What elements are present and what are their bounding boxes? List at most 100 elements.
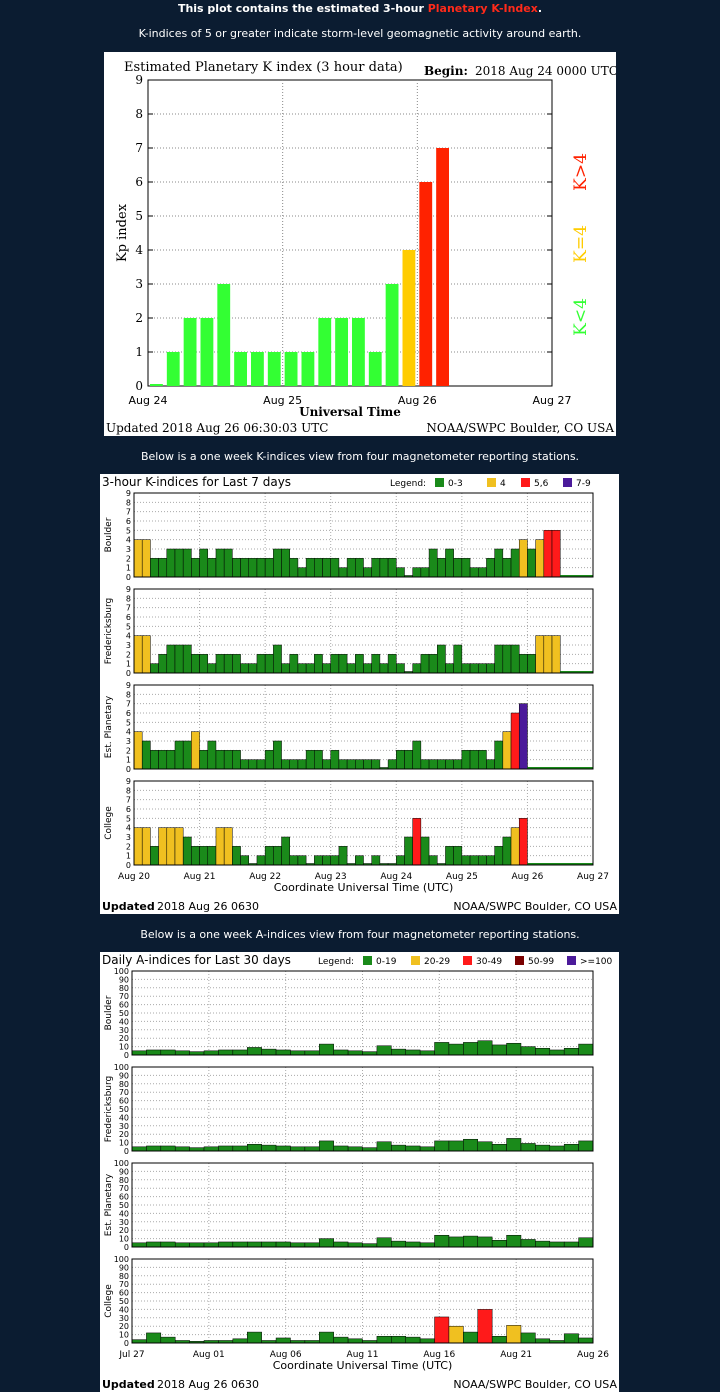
station-bar [371,558,381,578]
y-tick-label: 3 [126,641,131,650]
station-bar [494,740,504,770]
kweek-chart-panel: 3-hour K-indices for Last 7 days Legend: 0… [100,474,619,914]
station-bar [322,558,331,578]
station-bar [404,750,413,770]
station-bar [133,635,143,674]
station-bar [290,1242,306,1248]
y-tick-label: 8 [126,690,131,699]
station-bar [469,663,479,674]
station-bar [428,654,438,674]
begin-label: Begin: [424,64,468,78]
y-tick-label: 6 [126,709,131,718]
station-bar [486,759,495,770]
kp-bar [284,352,298,386]
updated-value: 2018 Aug 26 0630 [157,1378,259,1391]
station-bar [333,1145,349,1152]
station-bar [563,1241,579,1248]
station-bar [396,663,405,674]
station-bar [189,1242,205,1248]
station-bar [420,759,430,770]
station-bar [379,663,389,674]
station-bar [166,827,176,866]
station-bar [240,759,250,770]
legend-label: 7-9 [576,479,591,489]
station-bar [290,1050,306,1056]
station-bar [434,1140,450,1152]
station-bar [445,759,454,770]
station-bar [376,1336,392,1344]
y-tick-label: 30 [119,1026,129,1035]
station-bar [289,654,299,674]
station-bar [578,1140,594,1152]
kp-bar [436,148,449,386]
station-bar [133,731,143,770]
y-tick-label: 0 [126,573,131,582]
station-bar [502,731,512,770]
station-bar [275,1337,291,1344]
station-bar [289,759,299,770]
station-bar [478,750,487,770]
station-bar [491,1044,507,1056]
station-bar [453,558,463,578]
station-bar [578,1337,594,1344]
station-bar [405,1336,421,1344]
y-tick-label: 7 [126,700,131,709]
x-tick-label: Aug 21 [500,1350,532,1360]
panel-frame [131,1066,594,1152]
station-bar [150,558,159,578]
station-bar [322,855,331,866]
x-tick-label: Aug 11 [347,1350,379,1360]
x-axis-label: Universal Time [299,405,401,419]
station-bar [396,855,405,866]
y-tick-label: 8 [126,786,131,795]
station-bar [535,1048,551,1056]
station-bar [131,1050,147,1056]
station-bar [182,836,192,866]
station-bar [412,740,422,770]
station-bar [203,1242,219,1248]
station-bar [469,567,479,578]
station-bar [420,654,430,674]
y-tick-label: 20 [119,1130,129,1139]
station-bar [419,1242,435,1248]
x-tick-label: Aug 23 [315,872,347,882]
y-tick-label: 80 [119,1176,129,1185]
station-bar [146,1241,162,1248]
x-tick-label: Aug 25 [263,394,302,407]
station-bar [240,855,250,866]
station-bar [150,663,159,674]
station-bar [518,654,528,674]
legend-label: 0-19 [376,957,397,967]
y-tick-label: 40 [119,1305,129,1314]
kp-bar [335,318,348,386]
intro-line: This plot contains the estimated 3-hour … [0,2,720,15]
station-bar [363,663,372,674]
station-bar [275,1241,291,1248]
station-bar [461,855,471,866]
kp-bar [200,318,214,386]
updated-label: Updated [102,1378,155,1391]
station-bar [131,1146,147,1152]
station-bar [191,558,200,578]
y-tick-label: 50 [119,1009,129,1018]
y-tick-label: 6 [126,517,131,526]
y-tick-label: 1 [135,345,143,359]
station-bar [191,731,200,770]
kp-bar [234,352,247,386]
y-tick-label: 5 [126,814,131,823]
y-tick-label: 4 [126,728,131,737]
y-tick-label: 5 [126,622,131,631]
legend-label: K=4 [571,225,591,263]
y-tick-label: 9 [126,681,131,690]
station-bar [506,1138,522,1152]
kp-bar [251,352,264,386]
station-bar [535,1144,551,1152]
station-bar [453,846,463,866]
station-bar [232,1145,248,1152]
station-bar [333,1241,349,1248]
station-bar [218,1145,234,1152]
kp-bar [419,182,433,386]
legend-label: 5,6 [534,479,549,489]
x-tick-label: Aug 24 [380,872,412,882]
station-bar [448,1325,464,1344]
